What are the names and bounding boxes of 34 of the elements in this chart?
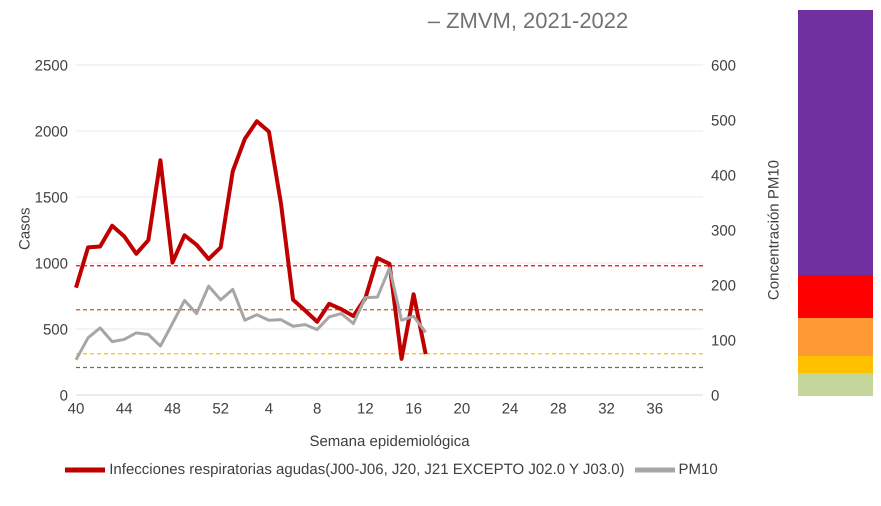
x-tick-label: 24 xyxy=(502,400,518,418)
y2-axis-title: Concentración PM10 xyxy=(765,160,782,300)
x-tick-label: 28 xyxy=(550,400,567,418)
x-tick-label: 40 xyxy=(68,400,84,418)
y-axis-title: Casos xyxy=(16,207,34,250)
x-tick-label: 48 xyxy=(164,400,181,418)
x-axis-title: Semana epidemiológica xyxy=(309,433,470,450)
x-tick-label: 4 xyxy=(264,400,274,418)
x-tick-label: 52 xyxy=(212,400,230,418)
y-tick-label: 2500 xyxy=(34,57,68,74)
x-tick-label: 12 xyxy=(357,400,374,418)
y2-tick-label: 300 xyxy=(711,222,736,240)
x-tick-label: 36 xyxy=(646,400,664,418)
line-series xyxy=(74,266,428,362)
chart-title: – ZMVM, 2021-2022 xyxy=(426,8,630,34)
line-series xyxy=(74,119,428,361)
y-tick-label: 0 xyxy=(60,387,68,404)
y2-tick-label: 200 xyxy=(711,277,736,294)
y2-tick-label: 100 xyxy=(711,332,736,350)
x-tick-label: 32 xyxy=(598,400,615,418)
y2-tick-label: 0 xyxy=(711,387,720,404)
y-tick-label: 500 xyxy=(42,321,68,338)
y2-tick-label: 500 xyxy=(711,112,736,130)
x-tick-label: 8 xyxy=(312,400,322,418)
y-tick-label: 1500 xyxy=(34,189,68,206)
x-tick-label: 44 xyxy=(116,400,133,418)
legend-label: Infecciones respiratorias agudas(J00-J06, J20, J21 EXCEPTO J02.0 Y J03.0) xyxy=(109,460,625,478)
y2-tick-label: 400 xyxy=(711,167,736,184)
x-tick-label: 20 xyxy=(454,400,470,418)
legend-label: PM10 xyxy=(678,460,718,478)
y2-tick-label: 600 xyxy=(711,57,736,74)
x-tick-label: 16 xyxy=(405,400,422,418)
y-tick-label: 1000 xyxy=(34,255,68,272)
y-tick-label: 2000 xyxy=(34,123,68,140)
